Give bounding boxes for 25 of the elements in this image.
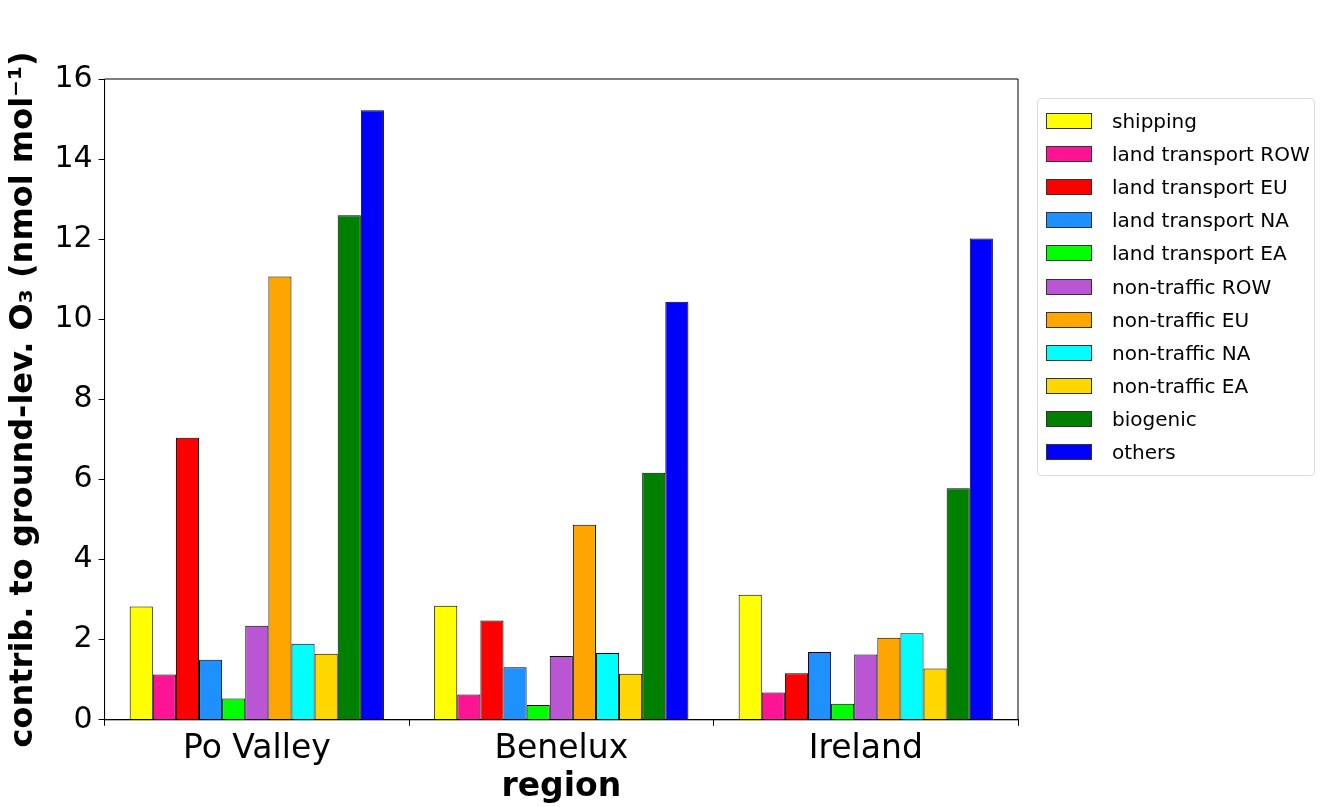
legend-label: shipping [1112, 108, 1197, 133]
x-tick-label: Ireland [808, 727, 923, 767]
y-tick-label: 12 [54, 219, 93, 254]
y-tick-label: 0 [73, 699, 93, 735]
legend-label: land transport EU [1112, 174, 1288, 199]
y-tick-label: 8 [73, 379, 93, 415]
x-axis-title: region [501, 764, 622, 804]
y-tick-label: 14 [54, 138, 93, 174]
y-tick-label: 6 [73, 459, 93, 495]
legend-label: non-traffic EU [1112, 307, 1250, 332]
legend-label: land transport NA [1112, 208, 1289, 233]
legend-label: land transport ROW [1112, 141, 1310, 166]
y-tick-label: 16 [54, 58, 93, 94]
legend-label: non-traffic EA [1112, 374, 1249, 399]
y-tick-label: 10 [54, 299, 93, 335]
y-axis-title: contrib. to ground-lev. O₃ (nmol mol⁻¹) [1, 51, 40, 748]
legend-label: non-traffic NA [1112, 340, 1251, 365]
x-tick-label: Po Valley [182, 727, 331, 767]
legend-label: land transport EA [1112, 241, 1287, 266]
y-tick-label: 4 [73, 539, 93, 575]
legend-label: non-traffic ROW [1112, 274, 1272, 299]
legend-label: biogenic [1112, 407, 1197, 432]
legend-label: others [1112, 440, 1176, 465]
y-tick-label: 2 [73, 619, 93, 655]
x-tick-label: Benelux [494, 727, 629, 767]
